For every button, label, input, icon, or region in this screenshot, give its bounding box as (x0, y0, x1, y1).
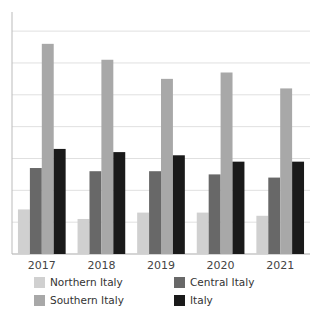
legend-label: Southern Italy (50, 294, 124, 306)
bar (78, 219, 90, 254)
bar (292, 162, 304, 254)
grid-line (12, 62, 310, 63)
bar (209, 174, 221, 254)
bar (280, 88, 292, 254)
bar (101, 60, 113, 254)
x-tick-label: 2020 (207, 259, 235, 272)
legend: Northern Italy Central Italy Southern Ital… (34, 276, 254, 306)
x-tick-label: 2021 (266, 259, 294, 272)
grid (12, 31, 310, 254)
legend-label: Central Italy (190, 276, 254, 288)
legend-label: Italy (190, 294, 213, 306)
legend-swatch (34, 295, 45, 306)
bar (30, 168, 42, 254)
bars (18, 44, 304, 254)
bar (268, 178, 280, 254)
bar (256, 216, 268, 254)
bar (197, 213, 209, 254)
bar (173, 155, 185, 254)
legend-swatch (34, 277, 45, 288)
bar (137, 213, 149, 254)
chart-container: 2017 2018 2019 2020 2021 Northern Italy Centra… (0, 0, 320, 320)
x-tick-label: 2019 (147, 259, 175, 272)
bar (54, 149, 66, 254)
chart: 2017 2018 2019 2020 2021 Northern Italy Centra… (0, 0, 320, 320)
bar (89, 171, 101, 254)
bar (221, 73, 233, 255)
x-tick-label: 2017 (28, 259, 56, 272)
bar (149, 171, 161, 254)
bar (18, 209, 30, 254)
y-axis-line (12, 12, 13, 254)
bar (233, 162, 245, 254)
x-tick-label: 2018 (87, 259, 115, 272)
bar (161, 79, 173, 254)
legend-swatch (174, 277, 185, 288)
grid-line (12, 31, 310, 32)
bar (42, 44, 54, 254)
legend-swatch (174, 295, 185, 306)
bar (113, 152, 125, 254)
legend-label: Northern Italy (50, 276, 123, 288)
